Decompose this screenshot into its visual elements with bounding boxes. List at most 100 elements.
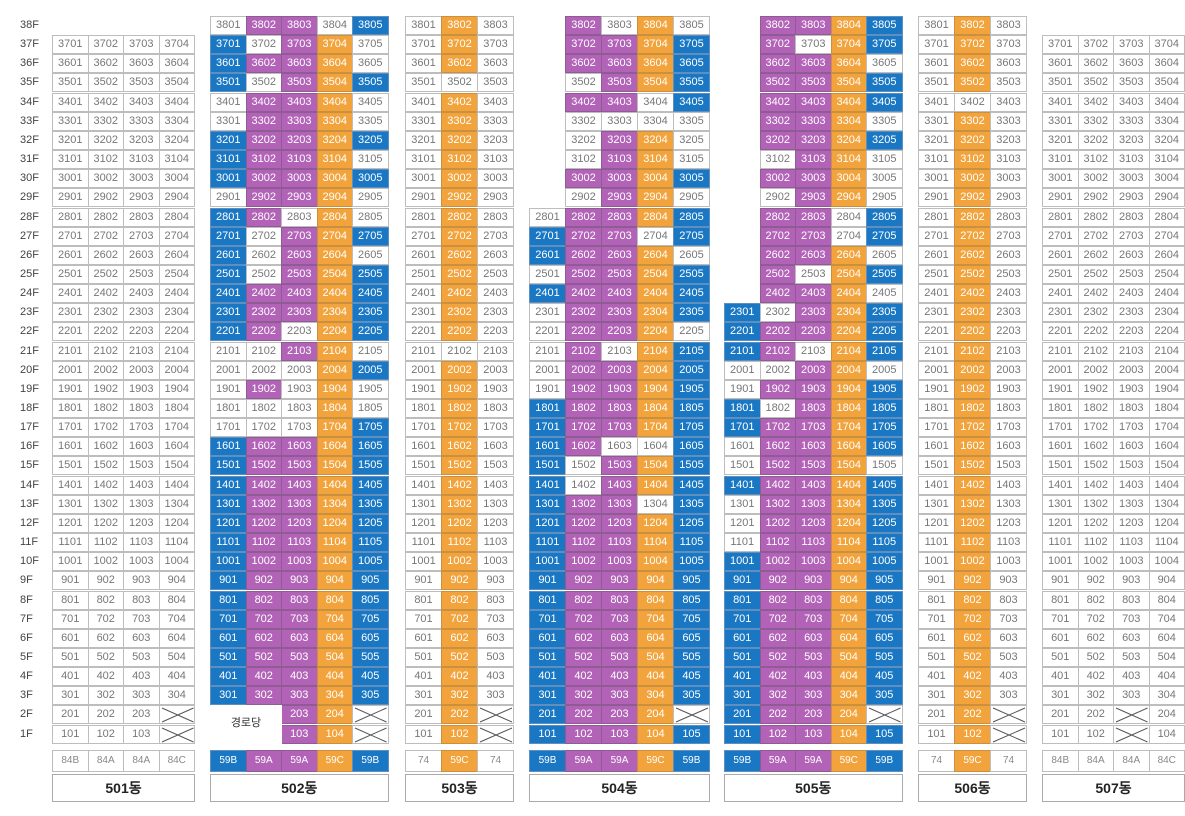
unit-cell[interactable]: 2601	[529, 245, 566, 265]
unit-cell[interactable]: 1801	[529, 399, 566, 418]
unit-cell[interactable]: 501	[1042, 647, 1079, 667]
unit-cell[interactable]: 403	[990, 667, 1027, 687]
unit-cell[interactable]: 1402	[954, 475, 991, 495]
unit-cell[interactable]: 1203	[281, 513, 318, 533]
unit-cell[interactable]: 3503	[123, 73, 160, 93]
unit-cell[interactable]: 1602	[954, 437, 991, 457]
unit-cell[interactable]: 401	[1042, 667, 1079, 687]
unit-cell[interactable]: 2504	[637, 264, 674, 284]
unit-cell[interactable]: 1302	[759, 494, 796, 514]
unit-cell[interactable]: 601	[724, 628, 761, 648]
unit-cell[interactable]: 602	[245, 628, 282, 648]
unit-cell[interactable]: 1701	[52, 418, 89, 438]
unit-cell[interactable]: 3802	[759, 16, 796, 35]
unit-cell[interactable]: 3202	[759, 130, 796, 150]
unit-cell[interactable]: 2201	[210, 322, 247, 342]
unit-cell[interactable]: 1501	[918, 456, 955, 476]
unit-cell[interactable]: 2601	[52, 245, 89, 265]
unit-cell[interactable]: 2303	[795, 303, 832, 323]
unit-cell[interactable]: 2802	[441, 207, 478, 227]
unit-cell[interactable]: 3304	[316, 111, 353, 131]
unit-cell[interactable]: 3401	[52, 92, 89, 112]
unit-cell[interactable]: 3402	[441, 92, 478, 112]
unit-cell[interactable]: 3603	[1113, 54, 1150, 74]
unit-cell[interactable]: 1305	[866, 494, 903, 514]
unit-cell[interactable]: 1103	[123, 533, 160, 553]
unit-cell[interactable]: 1001	[52, 552, 89, 572]
unit-cell[interactable]: 2501	[405, 264, 442, 284]
unit-cell[interactable]: 1301	[405, 494, 442, 514]
unit-cell[interactable]: 704	[830, 609, 867, 629]
unit-cell[interactable]: 1202	[759, 513, 796, 533]
unit-cell[interactable]: 1802	[759, 399, 796, 418]
unit-cell[interactable]: 3001	[1042, 169, 1079, 189]
unit-cell[interactable]: 2201	[52, 322, 89, 342]
unit-cell[interactable]: 1801	[1042, 399, 1079, 418]
unit-cell[interactable]: 1104	[158, 533, 195, 553]
unit-cell[interactable]: 3605	[673, 54, 710, 74]
unit-cell[interactable]: 701	[918, 609, 955, 629]
unit-cell[interactable]: 3104	[316, 150, 353, 170]
unit-cell[interactable]: 2204	[158, 322, 195, 342]
unit-cell[interactable]: 2602	[565, 245, 602, 265]
unit-cell[interactable]: 1202	[245, 513, 282, 533]
unit-cell[interactable]: 1501	[210, 456, 247, 476]
unit-cell[interactable]: 3202	[954, 130, 991, 150]
unit-cell[interactable]: 1702	[954, 418, 991, 438]
unit-cell[interactable]: 1205	[673, 513, 710, 533]
unit-cell[interactable]: 2205	[866, 322, 903, 342]
unit-cell[interactable]: 2405	[352, 284, 389, 304]
unit-cell[interactable]: 1205	[352, 513, 389, 533]
unit-cell[interactable]: 3702	[441, 35, 478, 55]
unit-cell[interactable]: 2005	[866, 360, 903, 380]
unit-cell[interactable]: 2901	[210, 188, 247, 208]
unit-cell[interactable]: 704	[1148, 609, 1185, 629]
unit-cell[interactable]: 2101	[52, 341, 89, 361]
unit-cell[interactable]: 804	[316, 590, 353, 610]
unit-cell[interactable]: 3203	[123, 130, 160, 150]
unit-cell[interactable]: 1602	[565, 437, 602, 457]
unit-cell[interactable]: 1303	[990, 494, 1027, 514]
unit-cell[interactable]: 3503	[601, 73, 638, 93]
unit-cell[interactable]: 2403	[281, 284, 318, 304]
unit-cell[interactable]: 901	[405, 571, 442, 591]
unit-cell[interactable]: 405	[352, 667, 389, 687]
unit-cell[interactable]: 1204	[830, 513, 867, 533]
unit-cell[interactable]: 1003	[795, 552, 832, 572]
unit-cell[interactable]: 2501	[529, 264, 566, 284]
unit-cell[interactable]: 3003	[1113, 169, 1150, 189]
unit-cell[interactable]: 2101	[918, 341, 955, 361]
unit-cell[interactable]: 402	[87, 667, 124, 687]
unit-cell[interactable]: 1001	[724, 552, 761, 572]
unit-cell[interactable]: 302	[245, 686, 282, 706]
unit-cell[interactable]: 401	[918, 667, 955, 687]
unit-cell[interactable]: 2703	[795, 226, 832, 246]
unit-cell[interactable]: 3201	[918, 130, 955, 150]
unit-cell[interactable]: 301	[52, 686, 89, 706]
unit-cell[interactable]: 2204	[637, 322, 674, 342]
unit-cell[interactable]: 3602	[759, 54, 796, 74]
unit-cell[interactable]: 1504	[1148, 456, 1185, 476]
unit-cell[interactable]: 404	[1148, 667, 1185, 687]
unit-cell[interactable]: 2704	[637, 226, 674, 246]
unit-cell[interactable]: 2202	[565, 322, 602, 342]
unit-cell[interactable]: 2202	[759, 322, 796, 342]
unit-cell[interactable]: 3602	[565, 54, 602, 74]
unit-cell[interactable]: 803	[1113, 590, 1150, 610]
unit-cell[interactable]: 604	[830, 628, 867, 648]
unit-cell[interactable]: 404	[637, 667, 674, 687]
unit-cell[interactable]: 3502	[441, 73, 478, 93]
unit-cell[interactable]: 3704	[316, 35, 353, 55]
unit-cell[interactable]: 2201	[405, 322, 442, 342]
unit-cell[interactable]: 704	[637, 609, 674, 629]
unit-cell[interactable]: 3602	[441, 54, 478, 74]
unit-cell[interactable]: 1502	[1077, 456, 1114, 476]
unit-cell[interactable]: 401	[405, 667, 442, 687]
unit-cell[interactable]: 2602	[954, 245, 991, 265]
unit-cell[interactable]: 1702	[1077, 418, 1114, 438]
unit-cell[interactable]: 3203	[281, 130, 318, 150]
unit-cell[interactable]: 1201	[210, 513, 247, 533]
unit-cell[interactable]: 404	[316, 667, 353, 687]
unit-cell[interactable]: 902	[565, 571, 602, 591]
unit-cell[interactable]: 2104	[316, 341, 353, 361]
